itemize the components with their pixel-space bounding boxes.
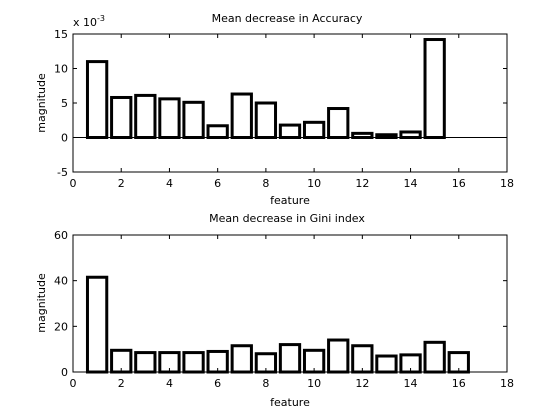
bar-feature-13	[375, 354, 398, 374]
x-tick-label: 4	[166, 177, 173, 190]
bar-group	[85, 275, 470, 374]
chart-title: Mean decrease in Accuracy	[212, 12, 363, 25]
x-tick-label: 0	[70, 177, 77, 190]
bar-group	[73, 38, 507, 140]
y-tick-label: 0	[61, 132, 68, 145]
bar-feature-13	[375, 133, 398, 140]
bar-feature-4	[158, 97, 181, 139]
x-tick-label: 12	[355, 377, 369, 390]
x-tick-label: 16	[452, 177, 466, 190]
x-tick-label: 18	[500, 177, 514, 190]
bar-feature-5	[182, 100, 205, 139]
plot-frame	[72, 33, 508, 173]
bar-feature-7	[230, 344, 253, 374]
x-tick-label: 14	[404, 177, 418, 190]
x-tick-label: 10	[307, 177, 321, 190]
x-tick-label: 12	[355, 177, 369, 190]
accuracy-chart: Mean decrease in Accuracy x 10-3 0 2 4 6 8 10…	[35, 12, 514, 207]
bar-feature-9	[278, 343, 302, 374]
x-tick-label: 0	[70, 377, 77, 390]
y-tick-label: 10	[54, 63, 68, 76]
y-tick-label: 40	[54, 275, 68, 288]
bar-feature-3	[134, 93, 157, 140]
x-tick-label: 2	[118, 177, 125, 190]
plot-frame	[72, 234, 508, 373]
y-axis-label: magnitude	[35, 273, 48, 333]
exponent-label: x 10-3	[73, 14, 105, 29]
x-tick-label: 4	[166, 377, 173, 390]
x-tick-label: 8	[262, 177, 269, 190]
x-tick-label: 8	[262, 377, 269, 390]
y-tick-label: -5	[57, 166, 68, 179]
x-tick-label: 10	[307, 377, 321, 390]
bar-feature-10	[302, 120, 326, 139]
bar-feature-11	[327, 107, 350, 139]
bar-feature-6	[206, 124, 229, 139]
x-axis-label: feature	[270, 194, 310, 207]
chart-title: Mean decrease in Gini index	[209, 212, 365, 225]
y-tick-label: 20	[54, 320, 68, 333]
bar-feature-12	[351, 131, 374, 140]
bar-feature-15	[423, 38, 446, 140]
x-tick-label: 18	[500, 377, 514, 390]
bar-feature-15	[423, 340, 446, 374]
y-axis-label: magnitude	[35, 73, 48, 133]
y-tick-label: 5	[61, 97, 68, 110]
tick-group: 0 2 4 6 8 10 12 14 16 18 0 20 40 60	[54, 229, 514, 390]
bar-feature-2	[110, 95, 133, 140]
bar-feature-8	[254, 101, 278, 139]
x-axis-label: feature	[270, 396, 310, 409]
x-tick-label: 14	[404, 377, 418, 390]
x-tick-label: 6	[214, 177, 221, 190]
bar-feature-3	[134, 351, 157, 374]
gini-chart: Mean decrease in Gini index 0 2 4 6 8 10 12 14 1…	[35, 212, 514, 409]
bar-feature-7	[230, 92, 253, 139]
y-tick-label: 15	[54, 28, 68, 41]
y-tick-label: 0	[61, 366, 68, 379]
bar-feature-11	[327, 338, 350, 374]
x-tick-label: 16	[452, 377, 466, 390]
x-tick-label: 6	[214, 377, 221, 390]
bar-feature-1	[85, 275, 109, 374]
bar-feature-1	[85, 60, 109, 139]
y-tick-label: 60	[54, 229, 68, 242]
bar-feature-9	[278, 123, 302, 140]
bar-feature-14	[399, 130, 422, 139]
x-tick-label: 2	[118, 377, 125, 390]
bar-feature-5	[182, 351, 205, 374]
